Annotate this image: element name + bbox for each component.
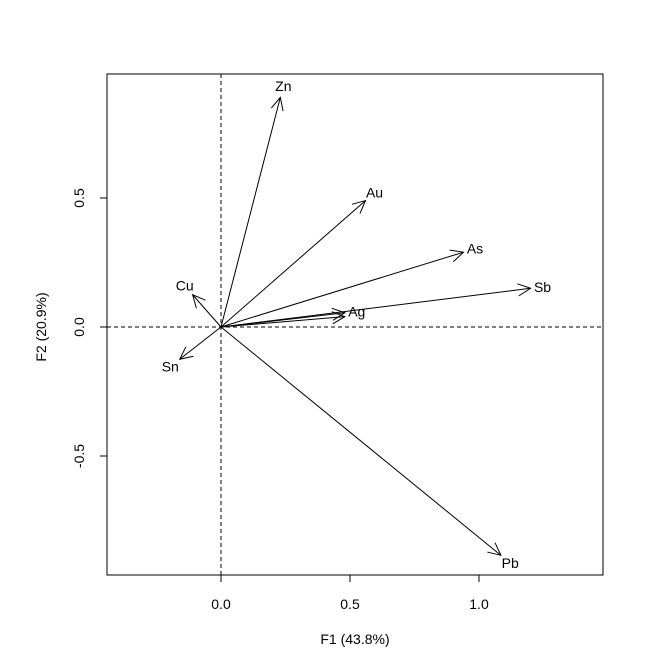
arrow-shaft: [220, 326, 502, 556]
plot-frame: [106, 73, 604, 576]
arrow-label: As: [467, 241, 483, 257]
x-tick-label: 1.0: [469, 596, 489, 612]
arrow-pb: Pb: [220, 326, 519, 571]
x-tick-label: 0.0: [211, 596, 231, 612]
x-axis-label: F1 (43.8%): [320, 631, 389, 647]
arrow-unlabeled: [220, 311, 346, 328]
arrow-head: [449, 249, 465, 263]
arrow-head: [178, 346, 194, 360]
arrow-label: Au: [366, 185, 383, 201]
arrow-head: [270, 96, 284, 112]
arrow-ag: Ag: [220, 303, 365, 328]
arrow-au: Au: [220, 185, 383, 328]
arrow-label: Ag: [348, 303, 365, 319]
y-axis-label: F2 (20.9%): [33, 292, 49, 361]
arrow-shaft: [220, 200, 366, 328]
y-tick-label: 0.0: [71, 317, 87, 337]
arrow-cu: Cu: [176, 278, 222, 328]
arrow-shaft: [220, 312, 345, 328]
arrow-head: [331, 311, 346, 325]
y-tick-label: 0.5: [71, 188, 87, 208]
arrow-head: [191, 293, 206, 309]
arrow-sn: Sn: [162, 326, 222, 375]
arrow-shaft: [220, 251, 464, 328]
arrow-head: [351, 199, 367, 214]
arrow-head: [487, 542, 502, 557]
arrow-label: Pb: [502, 555, 519, 571]
arrow-as: As: [220, 241, 483, 328]
arrow-shaft: [220, 97, 281, 328]
y-tick-label: -0.5: [71, 444, 87, 468]
x-tick-label: 0.5: [340, 596, 360, 612]
arrow-zn: Zn: [220, 78, 292, 328]
arrow-shaft: [179, 326, 222, 360]
arrow-label: Sn: [162, 359, 179, 375]
arrow-head: [517, 283, 532, 297]
arrow-shaft: [220, 287, 531, 328]
arrow-shaft: [192, 294, 222, 328]
arrow-sb: Sb: [220, 279, 551, 328]
arrow-label: Zn: [275, 78, 291, 94]
arrow-shaft: [220, 316, 345, 328]
arrow-label: Sb: [534, 279, 551, 295]
arrow-label: Cu: [176, 278, 194, 294]
